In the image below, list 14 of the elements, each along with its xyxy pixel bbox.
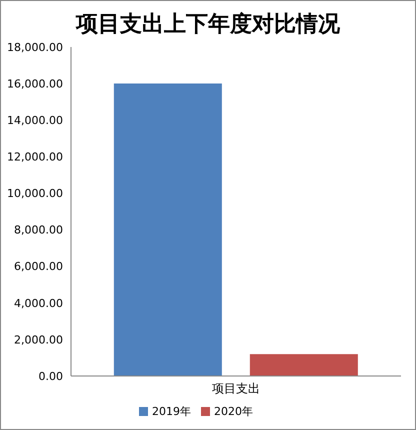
chart-title: 项目支出上下年度对比情况: [74, 10, 341, 39]
y-tick-label: 14,000.00: [7, 114, 63, 128]
y-tick-label: 6,000.00: [14, 260, 63, 274]
legend-label: 2020年: [214, 405, 253, 418]
y-tick-label: 4,000.00: [14, 296, 63, 310]
y-tick-label: 0.00: [38, 370, 63, 383]
x-tick-label: 项目支出: [212, 382, 260, 396]
y-tick-label: 2,000.00: [14, 333, 63, 346]
y-tick-label: 12,000.00: [7, 150, 63, 164]
y-tick-label: 16,000.00: [7, 77, 63, 90]
y-tick-label: 8,000.00: [14, 224, 63, 237]
legend-label: 2019年: [152, 405, 191, 418]
y-tick-label: 10,000.00: [7, 187, 63, 200]
y-tick-label: 18,000.00: [7, 40, 63, 54]
